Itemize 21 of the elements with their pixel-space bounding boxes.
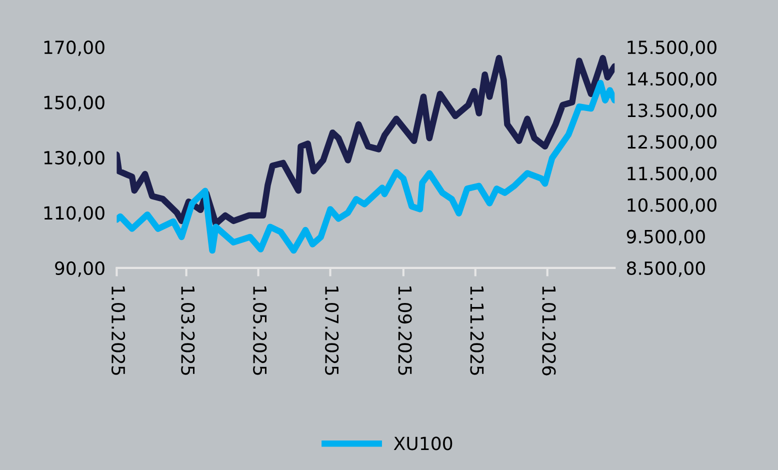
legend-label: XU100 — [394, 436, 452, 450]
x-tick-label: 1.09.2025 — [398, 286, 412, 375]
x-tick-label: 1.07.2025 — [325, 286, 339, 375]
x-tick-label: 1.05.2025 — [253, 286, 267, 375]
y2-tick-label: 13.500,00 — [628, 104, 716, 120]
y-tick-label: 130,00 — [44, 150, 104, 166]
y2-tick-label: 15.500,00 — [628, 40, 716, 56]
y2-tick-label: 8.500,00 — [626, 261, 705, 277]
y2-tick-label: 9.500,00 — [626, 230, 705, 246]
y2-tick-label: 10.500,00 — [628, 198, 716, 214]
y2-tick-label: 11.500,00 — [628, 166, 716, 182]
x-tick-label: 1.03.2025 — [181, 286, 195, 375]
x-tick-label: 1.01.2026 — [542, 286, 556, 376]
y-tick-label: 110,00 — [44, 206, 104, 222]
y2-tick-label: 14.500,00 — [628, 72, 716, 88]
y-tick-label: 170,00 — [44, 40, 104, 56]
x-tick-label: 1.11.2025 — [470, 286, 484, 375]
y2-tick-label: 12.500,00 — [628, 135, 716, 151]
x-tick-label: 1.01.2025 — [111, 286, 126, 375]
y-tick-label: 150,00 — [44, 96, 104, 112]
y-tick-label: 90,00 — [55, 261, 104, 277]
